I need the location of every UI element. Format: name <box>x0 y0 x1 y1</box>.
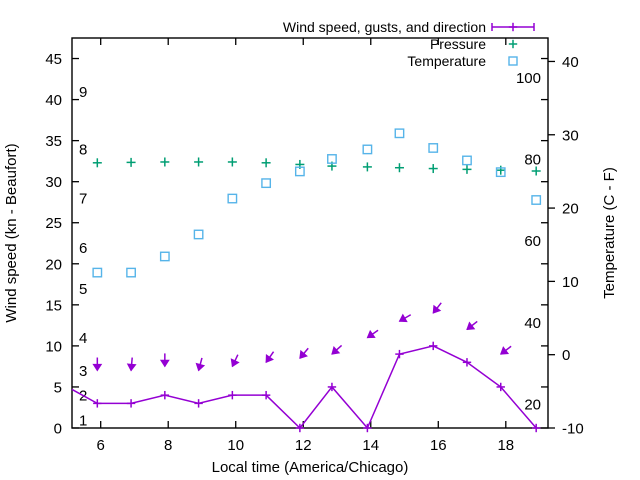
wind-direction-arrow-head <box>432 304 442 314</box>
wind-direction-arrow-head <box>265 354 274 364</box>
beaufort-scale-label: 9 <box>79 84 87 101</box>
temperature-marker <box>261 178 272 189</box>
left-axis-tick-label: 5 <box>54 379 62 396</box>
plot-frame <box>71 37 549 429</box>
fahrenheit-scale-label: 80 <box>524 151 541 168</box>
right-axis-tick-label: 20 <box>562 201 579 218</box>
legend-sample-marker <box>508 56 518 66</box>
temperature-marker <box>428 143 439 153</box>
x-axis-tick-label: 10 <box>227 437 244 454</box>
left-axis-tick-label: 35 <box>45 133 62 150</box>
temperature-marker <box>462 155 472 166</box>
beaufort-scale-label: 3 <box>79 363 87 380</box>
wind-direction-arrow-head <box>398 313 408 323</box>
temperature-marker <box>362 144 373 155</box>
wind-direction-arrow-head <box>331 345 341 355</box>
wind-direction-arrow-head <box>466 321 476 331</box>
right-axis-title: Temperature (C - F) <box>601 167 618 299</box>
left-axis-tick-label: 40 <box>45 92 62 109</box>
temperature-marker <box>193 229 204 240</box>
wind-direction-arrow-head <box>230 358 240 368</box>
beaufort-scale-label: 6 <box>79 240 87 257</box>
left-axis-title: Wind speed (kn - Beaufort) <box>3 143 20 322</box>
wind-speed-line-lead <box>71 388 98 405</box>
wind-direction-arrow-head <box>366 329 376 339</box>
beaufort-scale-label: 5 <box>79 281 87 298</box>
temperature-marker <box>92 267 103 278</box>
temperature-marker <box>495 167 506 178</box>
left-axis-tick-label: 15 <box>45 297 62 314</box>
temperature-marker <box>294 166 305 177</box>
left-axis-tick-label: 0 <box>54 421 62 438</box>
fahrenheit-scale-label: 60 <box>524 233 541 250</box>
left-axis-tick-label: 30 <box>45 174 62 191</box>
left-axis-tick-label: 45 <box>45 51 62 68</box>
right-axis-tick-label: 0 <box>562 347 570 364</box>
right-axis-tick-label: 30 <box>562 127 579 144</box>
beaufort-scale-label: 7 <box>79 191 87 208</box>
legend-label: Wind speed, gusts, and direction <box>283 19 486 35</box>
x-axis-tick-label: 14 <box>362 437 379 454</box>
wind-direction-arrow-head <box>299 349 308 359</box>
temperature-marker <box>159 251 170 262</box>
left-axis-tick-label: 10 <box>45 338 62 355</box>
left-axis-tick-label: 20 <box>45 256 62 273</box>
beaufort-scale-label: 4 <box>79 330 87 347</box>
fahrenheit-scale-label: 40 <box>524 315 541 332</box>
wind-direction-arrow-head <box>195 362 206 372</box>
legend-label: Pressure <box>430 36 486 52</box>
x-axis-tick-label: 18 <box>497 437 514 454</box>
temperature-marker <box>394 128 405 139</box>
right-axis-tick-label: 10 <box>562 274 579 291</box>
x-axis-tick-label: 16 <box>430 437 447 454</box>
left-axis-tick-label: 25 <box>45 215 62 232</box>
wind-speed-line <box>97 345 537 430</box>
legend-label: Temperature <box>407 53 486 69</box>
fahrenheit-scale-label: 100 <box>516 70 541 87</box>
fahrenheit-scale-label: 20 <box>524 396 541 413</box>
temperature-marker <box>126 267 136 278</box>
temperature-marker <box>531 195 542 205</box>
temperature-marker <box>327 154 337 164</box>
beaufort-scale-label: 8 <box>79 141 87 158</box>
x-axis-tick-label: 8 <box>164 437 172 454</box>
wind-direction-arrow-head <box>159 359 170 368</box>
wind-direction-arrow-head <box>126 363 137 372</box>
x-axis-title: Local time (America/Chicago) <box>212 459 409 476</box>
right-axis-tick-label: 40 <box>562 54 579 71</box>
temperature-marker <box>227 193 238 204</box>
beaufort-scale-label: 1 <box>79 412 87 429</box>
x-axis-tick-label: 6 <box>97 437 105 454</box>
wind-direction-arrow-head <box>500 346 510 355</box>
x-axis-tick-label: 12 <box>295 437 312 454</box>
right-axis-tick-label: -10 <box>562 421 584 438</box>
wind-direction-arrow-head <box>92 363 103 372</box>
